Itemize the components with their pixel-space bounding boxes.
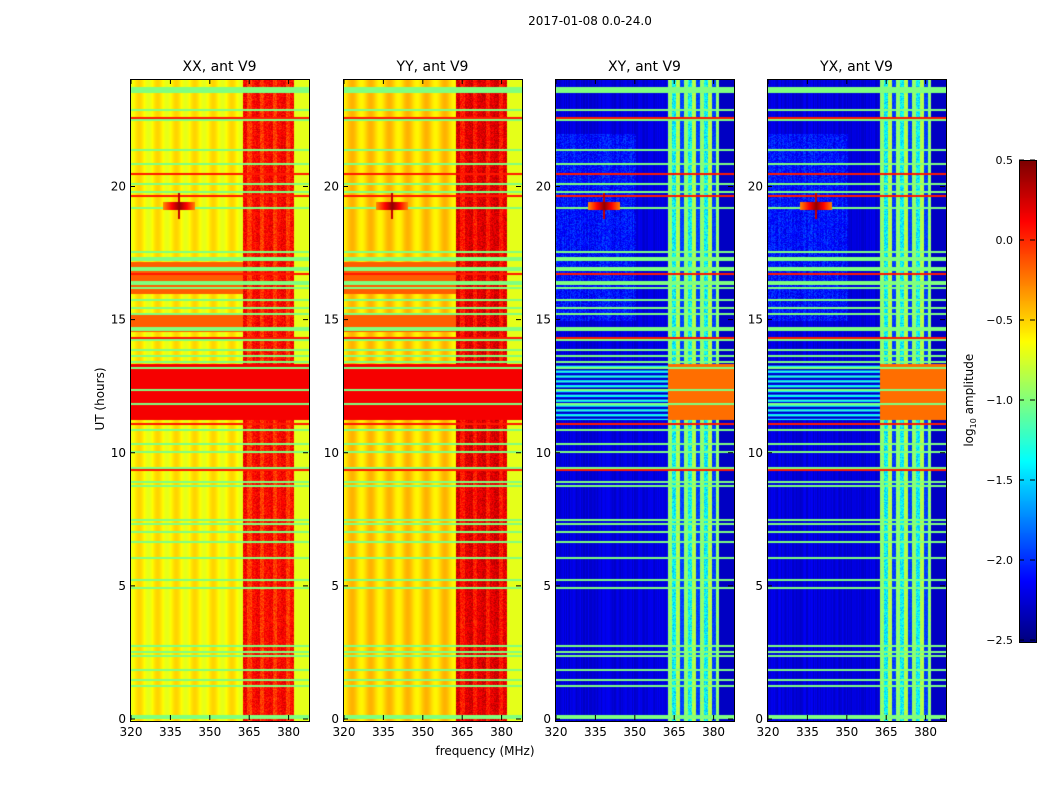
heatmap-yx [767, 79, 947, 722]
panel-title-xx: XX, ant V9 [182, 59, 257, 75]
colorbar-tick-label: −2.5 [986, 634, 1013, 647]
colorbar-label: log10 amplitude [962, 340, 978, 460]
x-tick-label: 335 [159, 725, 182, 739]
x-tick-label: 365 [663, 725, 686, 739]
x-tick-label: 365 [238, 725, 261, 739]
colorbar-tick-label: −1.0 [986, 394, 1013, 407]
y-tick-label: 20 [748, 180, 763, 194]
colorbar-label-sub: 10 [969, 418, 979, 429]
x-tick-label: 350 [411, 725, 434, 739]
x-tick-label: 320 [120, 725, 143, 739]
x-tick-label: 365 [451, 725, 474, 739]
x-tick-label: 335 [584, 725, 607, 739]
y-tick-label: 20 [324, 180, 339, 194]
x-tick-label: 320 [757, 725, 780, 739]
panel-title-yy: YY, ant V9 [396, 59, 469, 75]
x-tick-label: 335 [372, 725, 395, 739]
x-tick-label: 380 [702, 725, 725, 739]
x-tick-label: 350 [198, 725, 221, 739]
y-tick-label: 0 [755, 712, 763, 726]
y-tick-label: 5 [755, 579, 763, 593]
x-tick-label: 380 [277, 725, 300, 739]
y-tick-label: 5 [331, 579, 339, 593]
colorbar-tick-label: 0.5 [996, 154, 1014, 167]
heatmap-xy [555, 79, 735, 722]
colorbar [1019, 160, 1037, 643]
colorbar-label-log: log [961, 428, 976, 447]
figure-title: 2017-01-08 0.0-24.0 [528, 14, 652, 28]
y-tick-label: 15 [536, 313, 551, 327]
y-tick-label: 5 [543, 579, 551, 593]
y-tick-label: 15 [748, 313, 763, 327]
y-tick-label: 10 [324, 446, 339, 460]
y-axis-label: UT (hours) [93, 367, 107, 431]
y-tick-label: 0 [543, 712, 551, 726]
x-tick-label: 350 [623, 725, 646, 739]
colorbar-tick-label: 0.0 [996, 234, 1014, 247]
y-tick-label: 20 [536, 180, 551, 194]
colorbar-tick-label: −0.5 [986, 314, 1013, 327]
y-tick-label: 15 [111, 313, 126, 327]
x-tick-label: 335 [796, 725, 819, 739]
colorbar-tick-label: −1.5 [986, 474, 1013, 487]
y-tick-label: 0 [118, 712, 126, 726]
y-tick-label: 0 [331, 712, 339, 726]
x-axis-label: frequency (MHz) [435, 744, 535, 758]
y-tick-label: 15 [324, 313, 339, 327]
panel-title-yx: YX, ant V9 [820, 59, 893, 75]
y-tick-label: 10 [111, 446, 126, 460]
colorbar-tick-label: −2.0 [986, 554, 1013, 567]
x-tick-label: 365 [875, 725, 898, 739]
x-tick-label: 320 [545, 725, 568, 739]
panel-title-xy: XY, ant V9 [608, 59, 681, 75]
y-tick-label: 10 [536, 446, 551, 460]
colorbar-label-text: amplitude [961, 353, 976, 419]
y-tick-label: 20 [111, 180, 126, 194]
heatmap-xx [130, 79, 310, 722]
heatmap-yy [343, 79, 523, 722]
x-tick-label: 380 [914, 725, 937, 739]
x-tick-label: 350 [835, 725, 858, 739]
y-tick-label: 10 [748, 446, 763, 460]
x-tick-label: 380 [490, 725, 513, 739]
x-tick-label: 320 [333, 725, 356, 739]
y-tick-label: 5 [118, 579, 126, 593]
